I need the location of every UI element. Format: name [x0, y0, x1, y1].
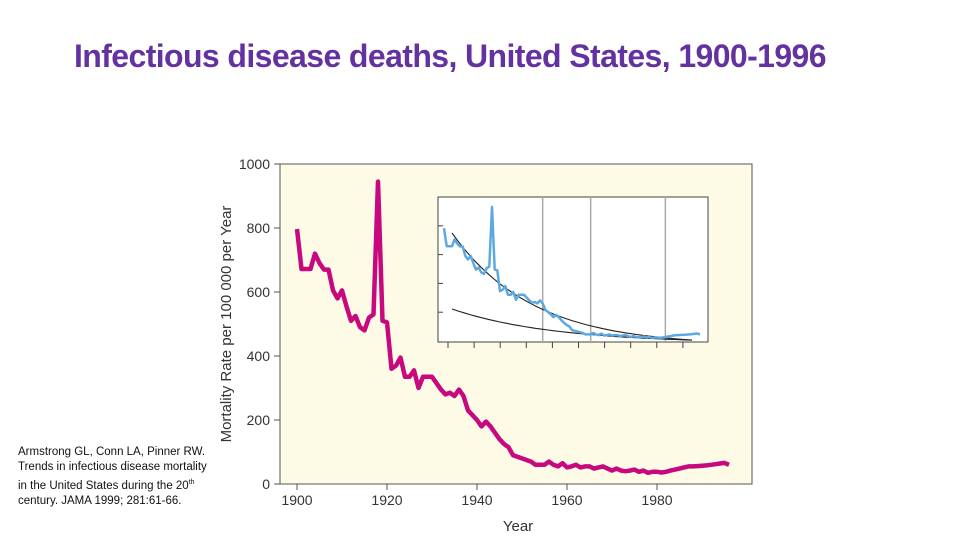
y-tick-label: 800	[247, 220, 271, 236]
y-tick-label: 0	[262, 476, 270, 492]
x-axis: 1900 1920 1940 1960 1980	[281, 484, 673, 508]
x-tick-label: 1920	[371, 492, 402, 508]
y-tick-label: 600	[247, 284, 271, 300]
inset-upper-trend-curve	[451, 232, 693, 341]
y-tick-label: 200	[247, 412, 271, 428]
x-tick-label: 1980	[641, 492, 672, 508]
x-tick-label: 1960	[551, 492, 582, 508]
y-tick-label: 400	[247, 348, 271, 364]
x-tick-label: 1900	[281, 492, 312, 508]
main-series-line	[294, 179, 730, 476]
y-axis: 0 200 400 600 800 1000	[239, 156, 280, 492]
inset-chart	[438, 197, 701, 348]
slide-title: Infectious disease deaths, United States…	[74, 38, 827, 74]
inset-series-line	[442, 205, 701, 340]
y-axis-label: Mortality Rate per 100 000 per Year	[218, 206, 235, 443]
y-tick-label: 1000	[239, 156, 270, 172]
citation: Armstrong GL, Conn LA, Pinner RW. Trends…	[18, 446, 207, 507]
x-tick-label: 1940	[461, 492, 492, 508]
x-axis-label: Year	[503, 518, 533, 535]
